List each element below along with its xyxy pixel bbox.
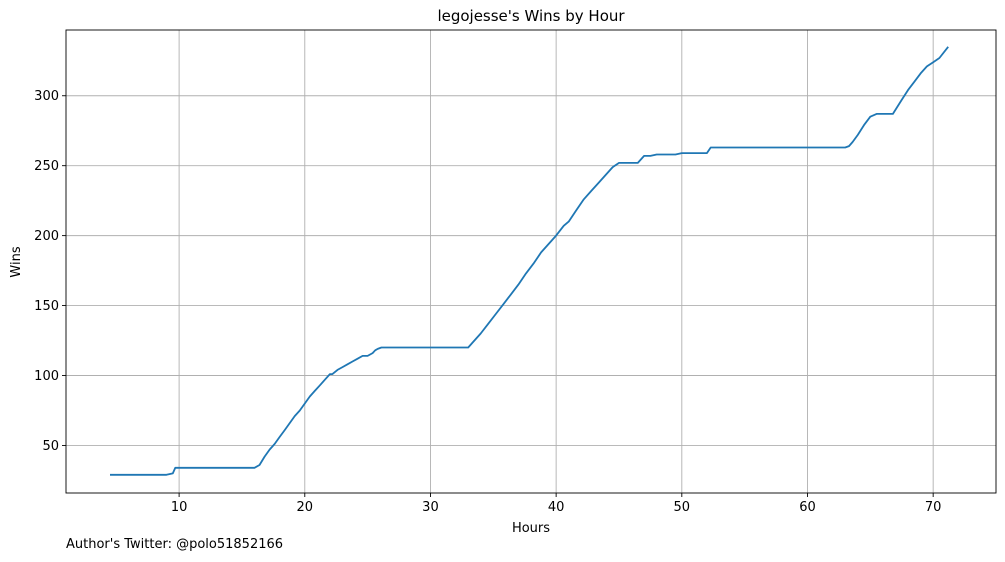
- grid: [66, 30, 996, 493]
- y-tick-label: 300: [34, 89, 59, 104]
- x-tick-label: 50: [674, 500, 691, 515]
- x-tick-label: 70: [925, 500, 942, 515]
- x-tick-label: 20: [297, 500, 314, 515]
- x-tick-label: 40: [548, 500, 565, 515]
- plot-area-frame: [65, 29, 997, 494]
- y-tick-label: 250: [34, 159, 59, 174]
- y-axis-label: Wins: [9, 246, 24, 277]
- x-tick-label: 30: [422, 500, 439, 515]
- x-axis-label: Hours: [512, 521, 550, 536]
- y-tick-label: 200: [34, 229, 59, 244]
- author-footnote: Author's Twitter: @polo51852166: [66, 537, 284, 552]
- series-layer: [110, 46, 949, 476]
- x-tick-label: 60: [799, 500, 816, 515]
- chart-title: legojesse's Wins by Hour: [437, 7, 625, 25]
- x-tick-label: 10: [171, 500, 188, 515]
- y-tick-label: 100: [34, 369, 59, 384]
- y-tick-label: 50: [42, 439, 59, 454]
- wins-line: [110, 46, 949, 476]
- y-tick-label: 150: [34, 299, 59, 314]
- ticks: 10 20 30 40 50 60 70 50 100 150 200 250 300: [34, 89, 941, 515]
